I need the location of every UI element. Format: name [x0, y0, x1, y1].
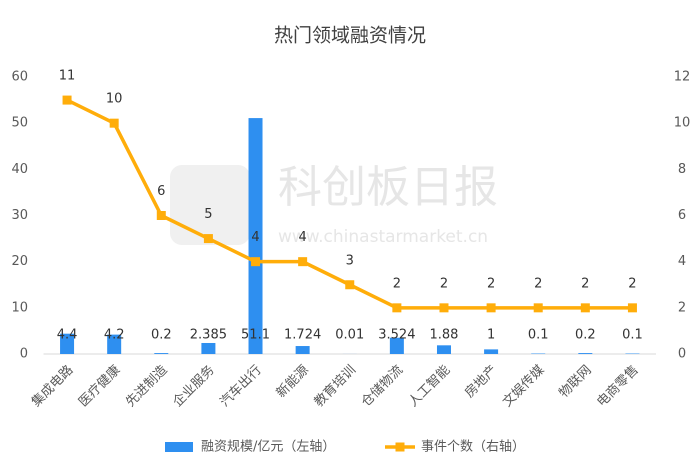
bar [154, 353, 169, 354]
line-marker [156, 211, 166, 220]
x-tick-label: 汽车出行 [217, 362, 265, 410]
line-marker [345, 280, 355, 290]
x-tick-label: 新能源 [273, 362, 312, 401]
line-marker [203, 234, 213, 244]
x-tick-label: 物联网 [556, 363, 594, 401]
data-label: 0.1 [528, 328, 549, 343]
legend-swatch [395, 442, 405, 452]
data-label: 0.1 [622, 328, 643, 343]
data-label: 51.1 [241, 328, 270, 343]
y-tick-label: 30 [11, 208, 28, 223]
line-marker [486, 303, 496, 313]
y-tick-label: 20 [11, 254, 28, 269]
legend-label: 事件个数（右轴） [421, 440, 525, 455]
x-tick-label: 先进制造 [123, 363, 170, 410]
x-tick-label: 集成电路 [28, 362, 76, 410]
line-marker [627, 303, 637, 313]
line-marker [109, 118, 119, 128]
data-label: 4 [251, 230, 259, 245]
y2-tick-label: 10 [674, 116, 691, 131]
chart-title: 热门领域融资情况 [274, 25, 426, 47]
data-label: 1 [487, 328, 495, 343]
watermark-url: www.chinastarmarket.cn [278, 227, 488, 247]
bar [60, 333, 75, 354]
line-marker [580, 303, 590, 313]
bar [295, 346, 310, 354]
data-label: 2.385 [190, 328, 227, 343]
y2-tick-label: 0 [678, 347, 686, 362]
watermark: 科创板日报 [278, 162, 498, 213]
y-tick-label: 50 [11, 116, 28, 131]
x-tick-label: 教育培训 [311, 362, 359, 410]
data-label: 1.88 [430, 328, 459, 343]
bar [436, 345, 451, 354]
bar [389, 337, 404, 354]
line-marker [298, 257, 308, 267]
data-label: 5 [204, 207, 212, 222]
data-label: 4.2 [104, 328, 125, 343]
bar [201, 342, 216, 354]
y2-tick-label: 8 [678, 162, 686, 177]
y2-tick-label: 6 [678, 208, 686, 223]
bar [248, 118, 263, 354]
x-tick-label: 房地产 [461, 362, 500, 401]
data-label: 2 [393, 276, 401, 291]
data-label: 10 [106, 92, 123, 107]
data-label: 6 [157, 184, 165, 199]
x-tick-label: 医疗健康 [75, 362, 123, 410]
y-tick-label: 0 [20, 347, 28, 362]
x-tick-label: 电商零售 [594, 362, 642, 410]
x-tick-label: 人工智能 [406, 363, 453, 410]
data-label: 2 [487, 276, 495, 291]
x-tick-label: 文娱传媒 [500, 363, 547, 410]
y-tick-label: 10 [11, 300, 28, 315]
data-label: 3.524 [378, 328, 415, 343]
data-label: 11 [59, 69, 76, 84]
watermark-logo [170, 165, 250, 245]
line-marker [392, 303, 402, 313]
data-label: 2 [628, 276, 636, 291]
line-marker [251, 257, 261, 267]
bar [107, 334, 122, 354]
bar [484, 349, 499, 354]
legend-label: 融资规模/亿元（左轴） [201, 440, 335, 455]
y2-tick-label: 2 [678, 300, 686, 315]
line-marker [62, 95, 72, 105]
y2-tick-label: 4 [678, 254, 686, 269]
line-marker [439, 303, 449, 313]
line-marker [533, 303, 543, 313]
data-label: 3 [346, 253, 354, 268]
data-label: 2 [581, 276, 589, 291]
legend-swatch [165, 442, 193, 452]
x-tick-label: 企业服务 [170, 362, 218, 410]
data-label: 4 [298, 230, 306, 245]
data-label: 2 [440, 276, 448, 291]
bar [578, 353, 593, 354]
data-label: 2 [534, 276, 542, 291]
data-label: 0.2 [575, 328, 596, 343]
y2-tick-label: 12 [674, 70, 691, 85]
y-tick-label: 60 [11, 70, 28, 85]
y-tick-label: 40 [11, 162, 28, 177]
data-label: 0.2 [151, 328, 172, 343]
data-label: 4.4 [57, 328, 78, 343]
data-label: 0.01 [335, 328, 364, 343]
data-label: 1.724 [284, 328, 321, 343]
x-tick-label: 仓储物流 [359, 363, 406, 410]
